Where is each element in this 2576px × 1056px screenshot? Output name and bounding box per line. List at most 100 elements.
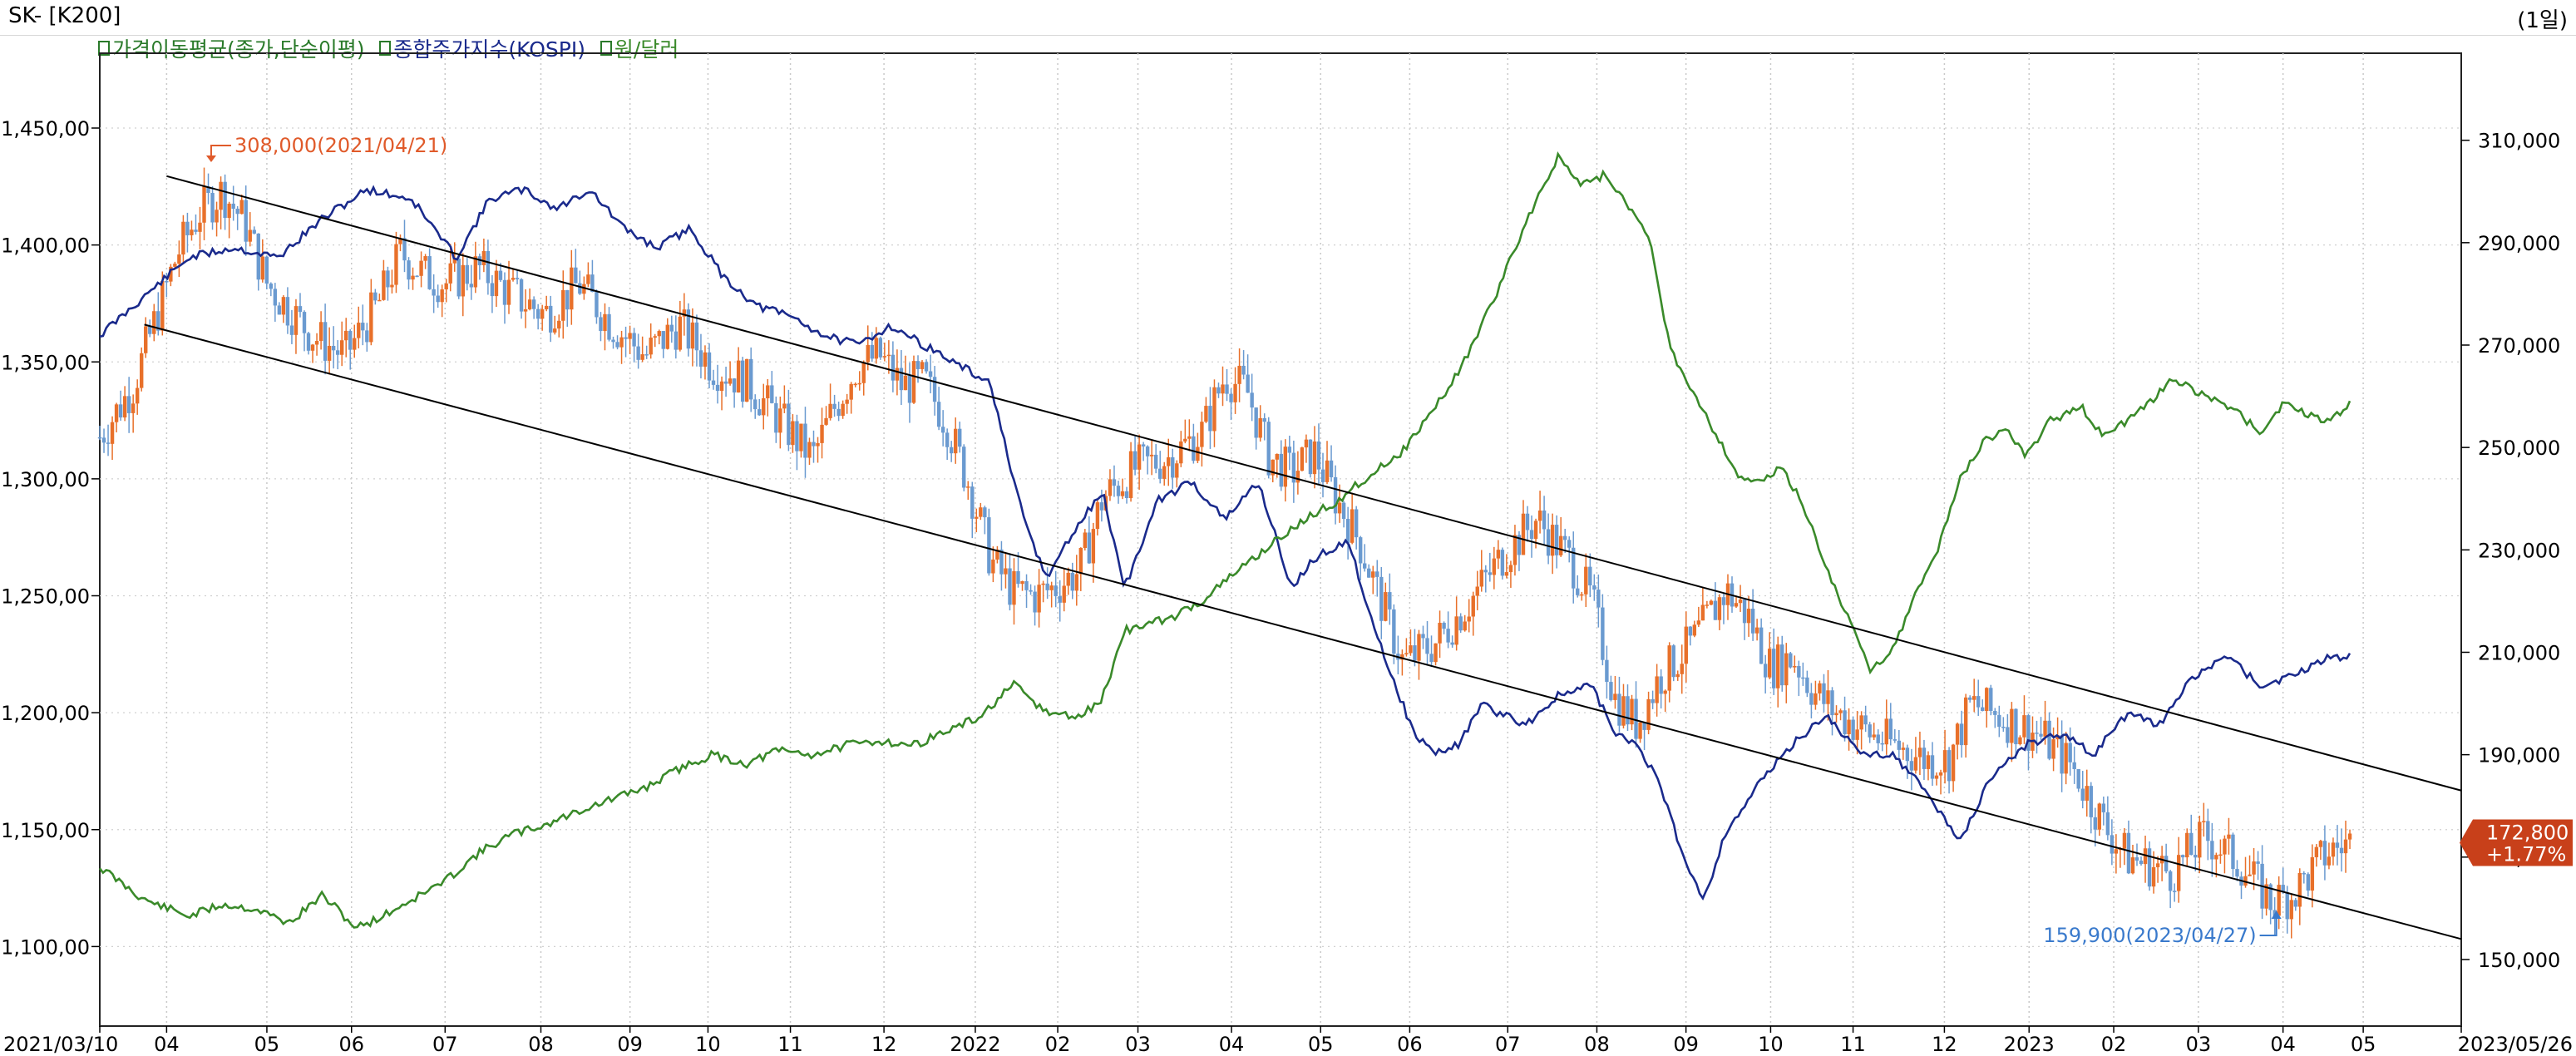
- candle-body: [1826, 690, 1830, 704]
- candle-body: [1517, 535, 1522, 555]
- candle-body: [1721, 597, 1726, 605]
- current-price-change: +1.77%: [2486, 843, 2566, 866]
- candle-body: [444, 283, 448, 290]
- candle-body: [1413, 645, 1417, 661]
- candle-body: [958, 428, 962, 447]
- candle-body: [527, 299, 532, 309]
- candle-body: [2151, 866, 2156, 887]
- candle-body: [1893, 739, 1897, 741]
- candle-body: [678, 316, 683, 350]
- candle-body: [1012, 570, 1016, 605]
- low-arrow: [2271, 910, 2282, 919]
- candle-body: [694, 322, 699, 351]
- legend-item-kospi[interactable]: 종합주가지수(KOSPI): [379, 33, 585, 63]
- chart-title: SK- [K200]: [8, 3, 121, 28]
- period-label[interactable]: (1일): [2517, 8, 2568, 33]
- candle-body: [1513, 535, 1517, 565]
- candle-body: [2347, 833, 2352, 840]
- candle-body: [1196, 447, 1200, 461]
- candle-body: [181, 221, 185, 255]
- candle-body: [1537, 510, 1542, 521]
- checkbox-icon: [98, 41, 110, 56]
- x-tick-label: 04: [2270, 1033, 2296, 1056]
- candle-body: [1638, 722, 1642, 739]
- grid: [99, 52, 2462, 1027]
- candle-body: [1759, 627, 1764, 664]
- candle-body: [1997, 714, 2001, 728]
- left-axis: 1,450,00 1,400,00 1,350,00 1,300,00 1,250,00…: [1, 117, 100, 959]
- candle-body: [1626, 696, 1630, 725]
- candle-body: [1868, 724, 1872, 738]
- candle-body: [1329, 460, 1334, 478]
- candle-body: [202, 186, 206, 223]
- candle-body: [2093, 817, 2097, 830]
- candle-body: [1483, 570, 1488, 573]
- candlestick-series: [97, 167, 2352, 939]
- candle-body: [1763, 664, 1768, 678]
- candle-body: [1463, 621, 1467, 631]
- candle-body: [611, 339, 615, 343]
- legend-item-usd-krw[interactable]: 원/달러: [600, 33, 679, 63]
- candle-body: [1337, 502, 1342, 514]
- candle-body: [531, 299, 536, 309]
- x-tick-label: 10: [695, 1033, 721, 1056]
- candle-body: [1221, 384, 1225, 394]
- candle-body: [1325, 460, 1330, 482]
- candle-body: [415, 275, 419, 278]
- candle-body: [498, 270, 503, 280]
- candle-body: [932, 377, 937, 402]
- candle-body: [2068, 743, 2072, 762]
- candle-body: [2114, 849, 2119, 854]
- candle-body: [160, 281, 165, 331]
- candle-body: [962, 447, 966, 488]
- candle-body: [1216, 387, 1221, 394]
- candle-body: [1266, 422, 1271, 476]
- candle-body: [1033, 591, 1037, 613]
- candle-body: [2273, 910, 2277, 916]
- candle-body: [448, 263, 452, 284]
- candle-body: [156, 311, 160, 331]
- candle-body: [144, 326, 148, 353]
- candle-body: [1158, 468, 1162, 479]
- candle-body: [506, 279, 511, 305]
- candle-body: [269, 284, 274, 289]
- candle-body: [206, 186, 210, 194]
- candle-body: [1108, 479, 1113, 496]
- candle-body: [849, 383, 853, 400]
- candle-body: [1500, 550, 1505, 576]
- candle-body: [682, 309, 687, 317]
- candle-body: [698, 350, 703, 367]
- candle-body: [1200, 422, 1204, 447]
- candle-body: [2202, 821, 2206, 822]
- candle-body: [1095, 502, 1100, 530]
- candle-body: [289, 325, 294, 335]
- candle-body: [715, 384, 720, 392]
- candle-body: [1705, 604, 1710, 606]
- candle-body: [1066, 572, 1070, 586]
- candle-body: [523, 308, 528, 312]
- candle-body: [1947, 750, 1952, 782]
- candle-body: [1546, 529, 1551, 556]
- x-tick-label: 09: [1673, 1033, 1699, 1056]
- candle-body: [2339, 847, 2344, 854]
- candle-body: [791, 421, 795, 446]
- candle-body: [2314, 846, 2319, 857]
- candle-body: [1818, 683, 1822, 693]
- right-tick-label: 190,000: [2478, 744, 2560, 767]
- candle-body: [1171, 456, 1175, 478]
- checkbox-icon: [600, 41, 612, 56]
- candle-body: [1596, 590, 1601, 608]
- candle-body: [615, 342, 619, 348]
- candle-body: [983, 507, 987, 518]
- candle-body: [924, 362, 929, 372]
- candle-body: [419, 260, 423, 276]
- candle-body: [519, 279, 524, 312]
- legend-item-moving-average[interactable]: 가격이동평균(종가,단순이평): [98, 33, 364, 63]
- candle-body: [2318, 841, 2323, 847]
- candle-body: [1145, 446, 1150, 456]
- candle-body: [624, 337, 628, 339]
- x-tick-label: 02: [1045, 1033, 1071, 1056]
- candle-body: [1062, 585, 1066, 603]
- candle-body: [907, 375, 912, 403]
